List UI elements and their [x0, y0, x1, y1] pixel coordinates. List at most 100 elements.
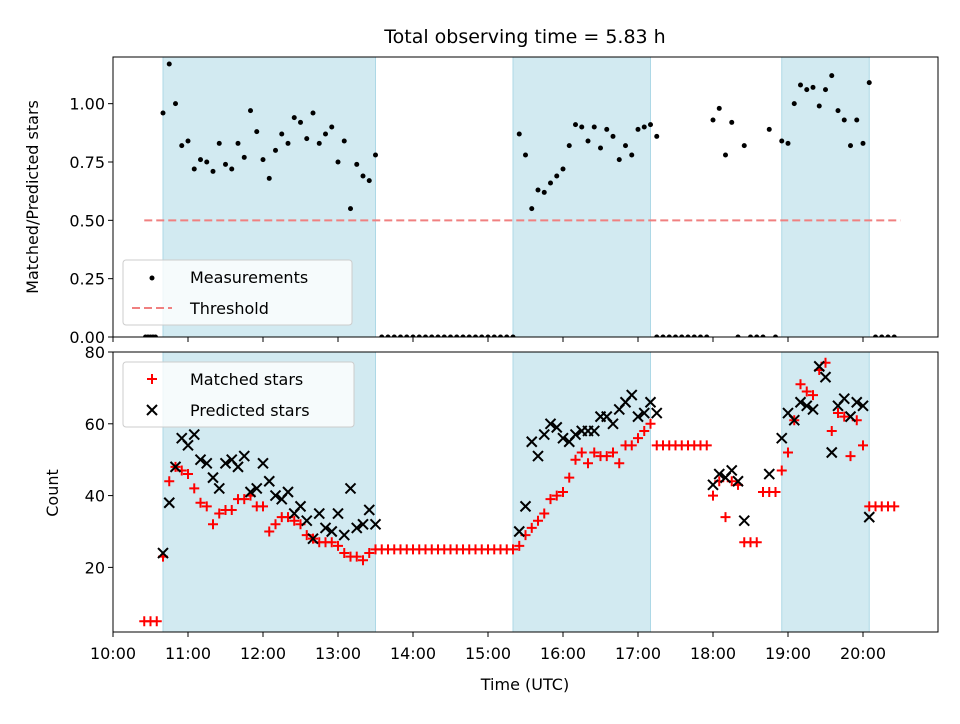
top-series-1-point-9: [179, 143, 185, 149]
top-series-1-point-83: [641, 124, 647, 130]
top-series-1-point-77: [604, 126, 610, 132]
bottom-y-tick-label-4: 80: [85, 343, 105, 362]
bottom-series-2-point-70: [801, 400, 813, 412]
bottom-legend-label-2: Predicted stars: [190, 401, 310, 420]
top-series-1-point-13: [204, 159, 210, 165]
bottom-series-1-point-111: [826, 425, 837, 436]
top-series-1-point-85: [654, 133, 660, 139]
bottom-series-2-point-2: [163, 497, 175, 509]
bottom-series-1-point-33: [339, 548, 350, 559]
bottom-series-1-point-104: [783, 447, 793, 458]
bottom-x-tick-label-3: 12:00: [240, 644, 286, 663]
top-series-1-point-101: [748, 334, 753, 337]
bottom-series-1-point-68: [558, 487, 568, 497]
top-series-1-point-109: [798, 82, 803, 88]
bottom-series-1-point-75: [601, 451, 612, 462]
bottom-legend-marker-2: [146, 404, 158, 416]
top-series-1-point-15: [216, 140, 222, 146]
top-series-1-point-33: [329, 124, 335, 130]
bottom-series-2-point-31: [344, 482, 357, 495]
bottom-legend-label-1: Matched stars: [190, 370, 303, 389]
bottom-series-1-point-64: [533, 515, 543, 526]
top-legend-marker-1: [149, 275, 155, 281]
x-axis-label: Time (UTC): [480, 675, 569, 694]
top-series-1-point-67: [541, 189, 547, 195]
bottom-series-2-point-43: [557, 432, 569, 444]
top-series-1-point-26: [285, 140, 291, 146]
top-series-1-point-93: [698, 334, 703, 337]
top-series-1-point-54: [460, 334, 466, 337]
top-series-1-point-60: [498, 334, 503, 337]
bottom-series-2-point-34: [363, 504, 375, 516]
bottom-series-2-point-64: [738, 515, 750, 527]
top-series-1-point-86: [654, 334, 660, 337]
top-series-1-point-46: [410, 334, 416, 337]
bottom-series-1-point-31: [326, 537, 337, 548]
bottom-series-2-point-69: [794, 396, 807, 408]
bottom-series-1-point-73: [589, 447, 600, 458]
top-series-1-point-74: [585, 138, 591, 144]
top-series-1-point-41: [379, 334, 385, 337]
top-series-1-point-105: [773, 334, 778, 337]
top-shaded-interval-3: [781, 56, 870, 338]
top-series-1-point-97: [723, 152, 728, 158]
bottom-x-tick-label-5: 14:00: [390, 644, 436, 663]
top-series-1-point-19: [241, 154, 247, 160]
top-series-1-point-75: [591, 124, 597, 130]
top-series-1-point-37: [354, 161, 360, 167]
top-series-1-point-5: [153, 334, 158, 337]
top-series-1-point-69: [554, 173, 560, 179]
bottom-series-2-point-16: [251, 482, 263, 495]
bottom-series-2-point-9: [207, 471, 219, 484]
top-series-1-point-6: [160, 110, 166, 116]
top-series-1-point-34: [335, 159, 341, 165]
top-series-1-point-28: [298, 119, 303, 125]
chart-title: Total observing time = 5.83 h: [383, 26, 665, 48]
bottom-series-2-point-41: [544, 418, 557, 430]
top-series-1-point-50: [435, 334, 441, 337]
top-series-1-point-120: [866, 80, 872, 86]
top-y-tick-label-4: 0.75: [69, 153, 105, 172]
top-series-1-point-104: [766, 126, 772, 132]
bottom-series-1-point-36: [358, 555, 368, 566]
top-series-1-point-119: [860, 140, 866, 146]
bottom-series-1-point-69: [564, 472, 575, 483]
bottom-series-2-point-54: [626, 389, 638, 401]
top-series-1-point-112: [816, 103, 822, 109]
bottom-series-2-point-68: [788, 414, 800, 426]
top-series-1-point-95: [710, 117, 716, 123]
top-series-1-point-80: [623, 143, 628, 149]
top-series-1: [143, 61, 897, 337]
bottom-series-1-point-82: [645, 418, 656, 429]
top-series-1-point-27: [291, 115, 297, 121]
bottom-series-1-point-65: [539, 508, 550, 519]
bottom-series-1-point-108: [808, 390, 818, 401]
top-series-1-point-45: [404, 334, 410, 337]
top-series-1-point-91: [685, 334, 691, 337]
bottom-series-2-point-8: [201, 457, 213, 469]
bottom-series-2-point-26: [313, 507, 325, 520]
top-legend: Measurements Threshold: [122, 259, 353, 326]
top-series-1-point-94: [704, 334, 710, 337]
bottom-series-1-point-106: [795, 379, 806, 390]
bottom-series-1-point-20: [258, 501, 268, 512]
bottom-series-2-point-21: [282, 486, 294, 498]
bottom-series-1-point-92: [708, 490, 718, 501]
top-series-1-point-16: [223, 161, 228, 167]
bottom-plot-area: [139, 357, 900, 627]
bottom-series-2-point-57: [644, 396, 657, 408]
bottom-series-2-point-11: [219, 457, 232, 469]
top-series-1-point-102: [754, 334, 760, 337]
bottom-x-tick-label-9: 18:00: [690, 644, 736, 663]
top-series-1-point-30: [310, 110, 316, 116]
bottom-series-1-point-77: [614, 458, 625, 469]
bottom-series-2-point-17: [257, 457, 269, 469]
top-series-1-point-68: [548, 180, 553, 186]
bottom-shaded-interval-3: [781, 351, 870, 633]
top-y-tick-label-5: 1.00: [69, 95, 105, 114]
bottom-series-1-point-70: [570, 454, 581, 465]
top-series-1-point-25: [279, 131, 285, 137]
bottom-y-tick-label-2: 40: [85, 487, 105, 506]
bottom-series-1-point-35: [351, 551, 362, 562]
